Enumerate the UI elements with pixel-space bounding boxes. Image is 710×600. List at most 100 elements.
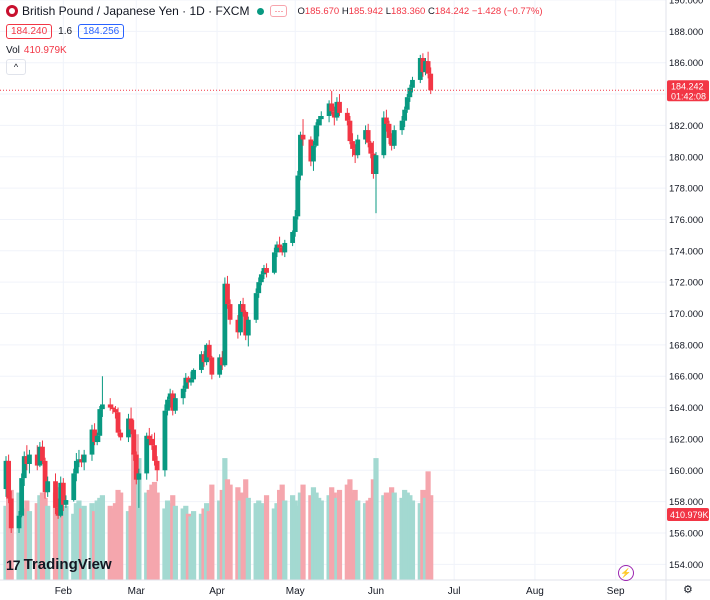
candle-body (27, 454, 32, 464)
volume-bar (185, 513, 191, 580)
candle-body (81, 454, 87, 463)
volume-bar (331, 492, 337, 580)
candle-body (206, 344, 212, 358)
candle-body (389, 137, 395, 146)
volume-bar (258, 503, 264, 580)
volume-bar (91, 511, 98, 580)
volume-legend: Vol 410.979K (6, 45, 67, 56)
volume-bar (391, 492, 397, 580)
lightning-icon[interactable]: ⚡ (618, 565, 634, 581)
candle (63, 495, 69, 508)
candle-body (386, 123, 392, 138)
volume-bars (3, 434, 434, 580)
candle (308, 136, 314, 167)
volume-bar (256, 500, 262, 580)
candle-body (183, 377, 189, 389)
volume-bar (164, 500, 171, 580)
candle-body (128, 418, 134, 430)
candle (118, 429, 124, 441)
candle (243, 310, 249, 341)
candle-body (243, 311, 249, 336)
volume-bar (115, 489, 121, 580)
candle (331, 106, 337, 126)
candle-body (19, 478, 25, 516)
candle (258, 271, 264, 286)
candle-body (384, 117, 389, 124)
volume-bar (297, 492, 304, 580)
x-tick-label: Mar (128, 586, 146, 597)
candle-body (352, 148, 358, 156)
volume-bar (295, 505, 301, 580)
candle-body (3, 460, 9, 490)
volume-bar (183, 505, 189, 580)
candle (407, 84, 413, 102)
volume-bar (110, 508, 116, 580)
volume-bar (52, 492, 59, 580)
volume-bar (107, 505, 113, 580)
change-value: −1.428 (−0.77%) (471, 5, 543, 17)
volume-bar (399, 497, 405, 580)
candle-body (245, 319, 251, 336)
time-axis: Feb Mar Apr May Jun Jul Aug Sep (0, 579, 710, 597)
candle-body (118, 432, 124, 438)
collapse-legend-button[interactable]: ^ (6, 59, 26, 75)
volume-bar (16, 492, 22, 580)
volume-bar (133, 434, 139, 580)
candle-body (107, 404, 113, 408)
volume-bar (146, 489, 152, 580)
candle-body (209, 357, 215, 375)
last-price-tag-value: 184.242 (671, 81, 704, 91)
candle-body (240, 304, 246, 312)
candle (154, 456, 160, 482)
more-options-button[interactable]: ··· (270, 5, 288, 17)
candle (152, 432, 157, 466)
symbol-title[interactable]: British Pound / Japanese Yen · 1D · FXCM (22, 4, 250, 18)
candle-body (313, 125, 319, 146)
candle (337, 94, 342, 116)
candle (115, 407, 121, 436)
volume-bar (99, 495, 106, 580)
y-tick-label: 188.000 (669, 27, 703, 38)
y-tick-label: 170.000 (669, 309, 703, 320)
volume-bar (329, 487, 335, 580)
volume-bar (355, 500, 361, 580)
legend-header: British Pound / Japanese Yen · 1D · FXCM… (6, 4, 543, 18)
candle-body (16, 515, 22, 529)
volume-bar (198, 513, 205, 580)
buy-button[interactable]: 184.256 (78, 24, 125, 39)
y-tick-label: 164.000 (669, 403, 703, 414)
candle-body (277, 244, 282, 248)
candle-body (370, 153, 376, 174)
candle-body (60, 482, 66, 505)
candle-body (162, 410, 168, 471)
x-tick-label: Aug (526, 586, 544, 597)
volume-bar (201, 508, 207, 580)
sell-button[interactable]: 184.240 (6, 24, 53, 39)
gear-icon[interactable]: ⚙ (683, 584, 693, 596)
tradingview-logo[interactable]: 17 TradingView (6, 556, 112, 573)
candle-body (264, 268, 269, 273)
candle (183, 373, 189, 392)
volume-bar (420, 489, 426, 580)
volume-bar (162, 508, 168, 580)
candle (188, 371, 194, 386)
candle-body (71, 473, 77, 501)
volume-bar (313, 492, 319, 580)
candle (81, 449, 87, 471)
candle-body (316, 119, 322, 126)
candle-body (167, 393, 173, 400)
candle (425, 51, 431, 79)
candle (144, 432, 150, 480)
candle-body (238, 304, 243, 333)
candle-body (404, 97, 410, 110)
candle (238, 300, 243, 336)
candle-body (37, 446, 43, 466)
volume-bar (34, 503, 40, 580)
volume-bar (112, 503, 119, 580)
candle (71, 468, 77, 502)
candle (386, 120, 392, 145)
candle (209, 355, 215, 380)
volume-tag (667, 508, 709, 521)
candle-body (298, 134, 303, 176)
